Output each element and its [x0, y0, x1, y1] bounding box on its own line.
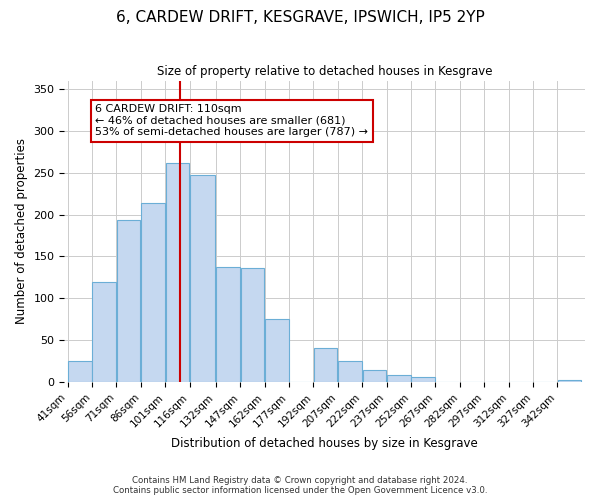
Bar	[362, 370, 386, 382]
Bar	[241, 268, 264, 382]
Bar	[387, 376, 410, 382]
Bar	[412, 377, 435, 382]
Bar	[314, 348, 337, 382]
Bar	[117, 220, 140, 382]
Text: 6, CARDEW DRIFT, KESGRAVE, IPSWICH, IP5 2YP: 6, CARDEW DRIFT, KESGRAVE, IPSWICH, IP5 …	[116, 10, 484, 25]
Text: Contains HM Land Registry data © Crown copyright and database right 2024.
Contai: Contains HM Land Registry data © Crown c…	[113, 476, 487, 495]
Bar	[190, 175, 215, 382]
Bar	[166, 164, 189, 382]
Bar	[92, 282, 116, 382]
Y-axis label: Number of detached properties: Number of detached properties	[15, 138, 28, 324]
Title: Size of property relative to detached houses in Kesgrave: Size of property relative to detached ho…	[157, 65, 493, 78]
Bar	[558, 380, 581, 382]
X-axis label: Distribution of detached houses by size in Kesgrave: Distribution of detached houses by size …	[172, 437, 478, 450]
Bar	[265, 320, 289, 382]
Bar	[216, 268, 239, 382]
Bar	[338, 361, 362, 382]
Bar	[68, 361, 92, 382]
Bar	[141, 203, 165, 382]
Text: 6 CARDEW DRIFT: 110sqm
← 46% of detached houses are smaller (681)
53% of semi-de: 6 CARDEW DRIFT: 110sqm ← 46% of detached…	[95, 104, 368, 137]
